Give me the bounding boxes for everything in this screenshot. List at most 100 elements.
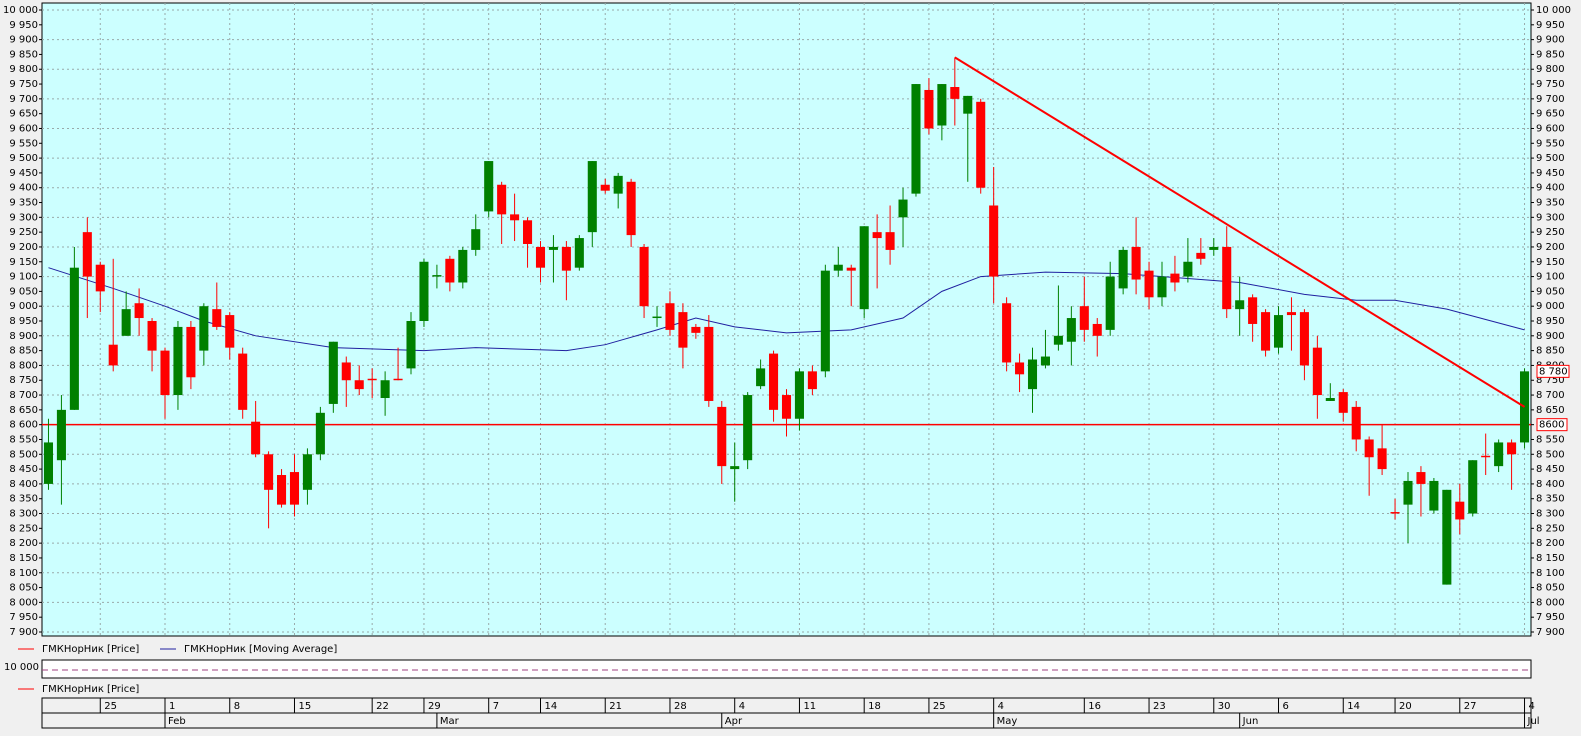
candle-body [730,466,740,470]
y-tick-label: 9 200 [9,242,38,253]
candle-body [523,220,533,244]
candle-body [691,326,701,333]
candle-body [1002,303,1012,363]
trend-line [954,56,1526,408]
y-tick-label: 9 300 [9,212,38,223]
candle-body [911,84,921,194]
y-tick-label: 8 750 [1536,375,1565,386]
moving-average-line [48,267,1525,352]
lower-axis-label: 10 000 [4,662,39,673]
candle-body [937,84,947,126]
candle-body [147,321,157,351]
month-label: Mar [440,716,460,727]
level-label-box [1536,418,1568,432]
y-tick-label: 9 150 [9,257,38,268]
y-tick-label: 9 450 [1536,168,1565,179]
candle-body [1157,276,1167,298]
candle-body [160,350,170,396]
candle-body [1403,480,1413,505]
y-tick-label: 7 900 [9,627,38,638]
month-label: Jul [1527,716,1540,727]
x-tick-label: 25 [104,701,117,712]
candle-body [548,246,558,250]
candle-body [134,303,144,319]
candle-body [1273,315,1284,348]
candle-body [251,421,261,455]
candle-body [43,442,54,484]
y-tick-label: 9 050 [9,286,38,297]
y-tick-label: 9 250 [9,227,38,238]
candle-body [289,472,300,505]
candle-body [1118,249,1128,289]
candle-body [704,326,714,401]
candle-body [1196,252,1206,259]
x-tick-label: 14 [1347,701,1360,712]
candle-body [238,353,248,410]
y-tick-label: 9 050 [1536,286,1565,297]
candle-body [225,315,235,348]
candle-body [69,267,79,410]
y-tick-label: 8 950 [9,316,38,327]
candle-body [1248,297,1258,324]
candle-body [613,175,623,194]
y-tick-label: 9 800 [9,64,38,75]
month-label: Jun [1242,716,1259,727]
legend-label: ГМКНорНик [Price] [42,684,139,695]
candle-body [1299,312,1309,366]
lower-panel [41,659,1532,679]
candle-body [535,246,546,268]
y-tick-label: 8 400 [9,479,38,490]
candle-body [717,406,727,467]
y-tick-label: 8 850 [1536,346,1565,357]
y-tick-label: 9 200 [1536,242,1565,253]
candle-body [665,303,675,330]
y-tick-label: 9 450 [9,168,38,179]
candle-body [497,184,507,215]
x-tick-label: 7 [493,701,499,712]
candle-body [302,454,312,490]
candle-body [328,341,338,404]
y-tick-label: 9 100 [1536,272,1565,283]
y-tick-label: 9 350 [1536,198,1565,209]
candle-body [1429,480,1439,511]
candle-body [341,362,351,381]
legend-label: ГМКНорНик [Moving Average] [184,644,337,655]
x-tick-label: 11 [803,701,816,712]
y-tick-label: 8 150 [9,553,38,564]
y-tick-label: 8 700 [1536,390,1565,401]
candle-body [186,326,196,378]
y-tick-label: 9 600 [9,123,38,134]
candle-body [743,395,753,461]
candle-body [950,87,960,99]
y-tick-label: 9 950 [9,20,38,31]
candle-body [1481,455,1491,458]
candle-body [626,181,636,236]
y-tick-label: 9 850 [9,49,38,60]
x-tick-label: 29 [428,701,441,712]
candle-body [56,409,66,461]
candle-body [315,412,325,455]
candle-body [82,232,92,277]
month-label: May [997,716,1018,727]
x-tick-label: 4 [998,701,1004,712]
x-tick-label: 28 [674,701,687,712]
y-tick-label: 8 350 [1536,494,1565,505]
candle-body [1455,501,1465,520]
candle-body [1066,318,1076,342]
y-tick-label: 8 450 [9,464,38,475]
candle-body [354,380,364,390]
candle-body [846,267,856,271]
candle-body [872,232,882,239]
candle-body [1040,356,1050,366]
candle-body [976,101,986,188]
y-tick-label: 7 950 [1536,612,1565,623]
candle-body [445,258,455,283]
x-tick-label: 1 [169,701,175,712]
y-tick-label: 9 800 [1536,64,1565,75]
y-tick-label: 9 850 [1536,49,1565,60]
candle-body [639,246,649,307]
candle-body [756,368,766,387]
y-tick-label: 7 900 [1536,627,1565,638]
